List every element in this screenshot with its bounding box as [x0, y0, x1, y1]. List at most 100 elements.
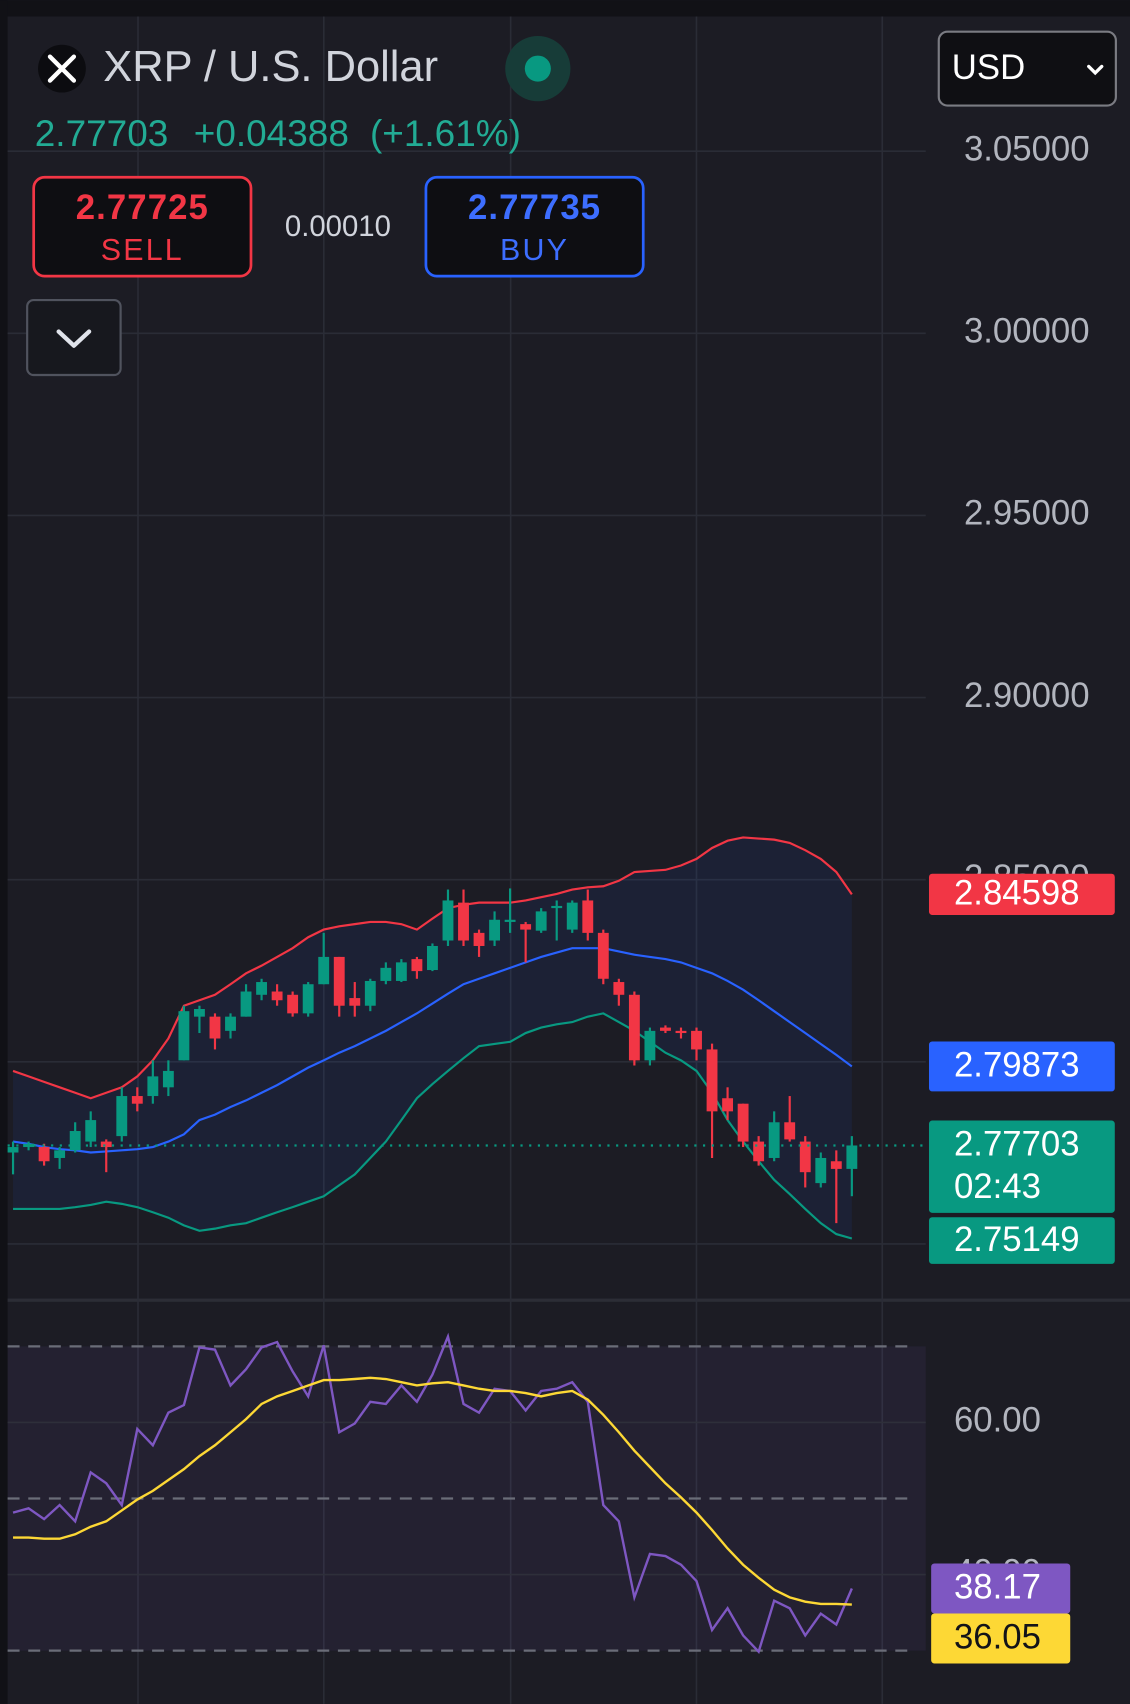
- last-price: 2.77703: [35, 113, 169, 154]
- value-badge-text: 38.17: [954, 1569, 1041, 1607]
- countdown: 02:43: [954, 1168, 1041, 1206]
- candle-body: [473, 932, 485, 946]
- candle-body: [768, 1122, 780, 1158]
- candle-body: [411, 959, 423, 972]
- candle-body: [240, 991, 252, 1017]
- candle-body: [287, 994, 299, 1014]
- candle-body: [116, 1096, 128, 1137]
- currency-chevron: [1087, 64, 1104, 76]
- candle-body: [427, 945, 438, 971]
- candle-body: [302, 984, 314, 1014]
- candle-body: [691, 1030, 702, 1050]
- value-badge-text: 2.79873: [954, 1047, 1080, 1085]
- plot: 2.750002.800002.850002.900002.950003.000…: [7, 130, 1115, 1664]
- currency-label: USD: [952, 49, 1025, 87]
- price-change-pct: (+1.61%): [370, 113, 521, 154]
- value-badge: [928, 1217, 1115, 1264]
- candle-body: [364, 980, 376, 1006]
- pane-separator: [7, 1298, 1130, 1302]
- buy-label: BUY: [500, 233, 569, 267]
- candle-body: [38, 1147, 50, 1162]
- candle-body: [333, 956, 345, 1006]
- candle-body: [23, 1143, 35, 1148]
- buy-button[interactable]: [424, 175, 645, 278]
- buy-price: 2.77735: [468, 189, 601, 227]
- y-tick-label: 2.90000: [964, 677, 1090, 715]
- candle-body: [722, 1098, 734, 1112]
- band-line: [12, 836, 853, 1100]
- symbol-title: XRP / U.S. Dollar: [103, 43, 438, 91]
- candle-body: [395, 962, 407, 981]
- candle-body: [830, 1161, 842, 1169]
- y-tick-label: 60.00: [954, 1402, 1041, 1440]
- candle-body: [613, 982, 625, 995]
- candle-body: [349, 998, 361, 1006]
- candle-body: [846, 1145, 858, 1169]
- candle-body: [162, 1070, 174, 1088]
- candle-body: [147, 1076, 159, 1097]
- candle-body: [597, 932, 609, 979]
- y-tick-label: 2.95000: [964, 495, 1090, 533]
- candle-body: [551, 905, 563, 909]
- candle-body: [753, 1141, 765, 1162]
- status-dot: [524, 55, 551, 82]
- candle-body: [644, 1030, 656, 1061]
- last-price-value: 2.77703: [954, 1126, 1080, 1164]
- sell-label: SELL: [101, 233, 184, 267]
- candle-body: [520, 924, 532, 930]
- value-badge-text: 2.84598: [954, 875, 1080, 913]
- header: XRP / U.S. Dollar 2.77703 +0.04388 (+1.6…: [26, 30, 1117, 377]
- candle-body: [675, 1030, 687, 1034]
- candle-body: [660, 1027, 671, 1031]
- candle-body: [535, 911, 547, 931]
- spread: 0.00010: [285, 210, 391, 243]
- symbol-icon-glyph: [47, 54, 77, 83]
- currency-select[interactable]: [937, 30, 1117, 107]
- candle-body: [131, 1096, 143, 1104]
- candle-body: [706, 1049, 718, 1112]
- price-line: 2.77703 +0.04388 (+1.61%): [35, 113, 521, 154]
- collapse-button[interactable]: [26, 298, 122, 377]
- candle-body: [784, 1122, 796, 1140]
- candle-body: [256, 982, 268, 995]
- candle-body: [54, 1150, 66, 1158]
- candle-body: [737, 1103, 749, 1142]
- last-price-badge: [928, 1120, 1115, 1213]
- candle-body: [178, 1011, 190, 1061]
- indicator-line: [13, 1376, 852, 1606]
- left-strip: [0, 0, 8, 1704]
- candle-body: [628, 994, 640, 1061]
- sell-price: 2.77725: [76, 189, 209, 227]
- band-line: [12, 947, 853, 1154]
- candle-body: [318, 956, 330, 985]
- candle-body: [799, 1141, 811, 1173]
- candle-body: [489, 919, 501, 941]
- candle-body: [85, 1120, 97, 1142]
- value-badge: [928, 1041, 1115, 1092]
- sell-button[interactable]: [32, 175, 253, 278]
- candle-body: [100, 1141, 112, 1148]
- candle-body: [209, 1016, 221, 1039]
- y-tick-label: 3.00000: [964, 313, 1090, 351]
- candle-body: [582, 900, 594, 933]
- price-change: +0.04388: [194, 113, 349, 154]
- candle-body: [225, 1016, 236, 1031]
- candle-body: [458, 902, 469, 941]
- y-tick-label: 3.05000: [964, 130, 1090, 168]
- top-strip: [0, 0, 1130, 17]
- value-badge-text: 2.75149: [954, 1221, 1080, 1259]
- candle-body: [504, 919, 516, 922]
- candle-body: [815, 1157, 827, 1184]
- candle-body: [7, 1147, 19, 1153]
- candle-body: [69, 1131, 81, 1151]
- candle-body: [271, 991, 283, 1001]
- value-badge: [928, 873, 1115, 915]
- candle-body: [194, 1008, 205, 1017]
- candle-body: [566, 902, 578, 930]
- candle-body: [380, 967, 392, 981]
- collapse-chevron: [56, 329, 92, 348]
- value-badge-text: 36.05: [954, 1619, 1041, 1657]
- value-badge: [931, 1563, 1071, 1614]
